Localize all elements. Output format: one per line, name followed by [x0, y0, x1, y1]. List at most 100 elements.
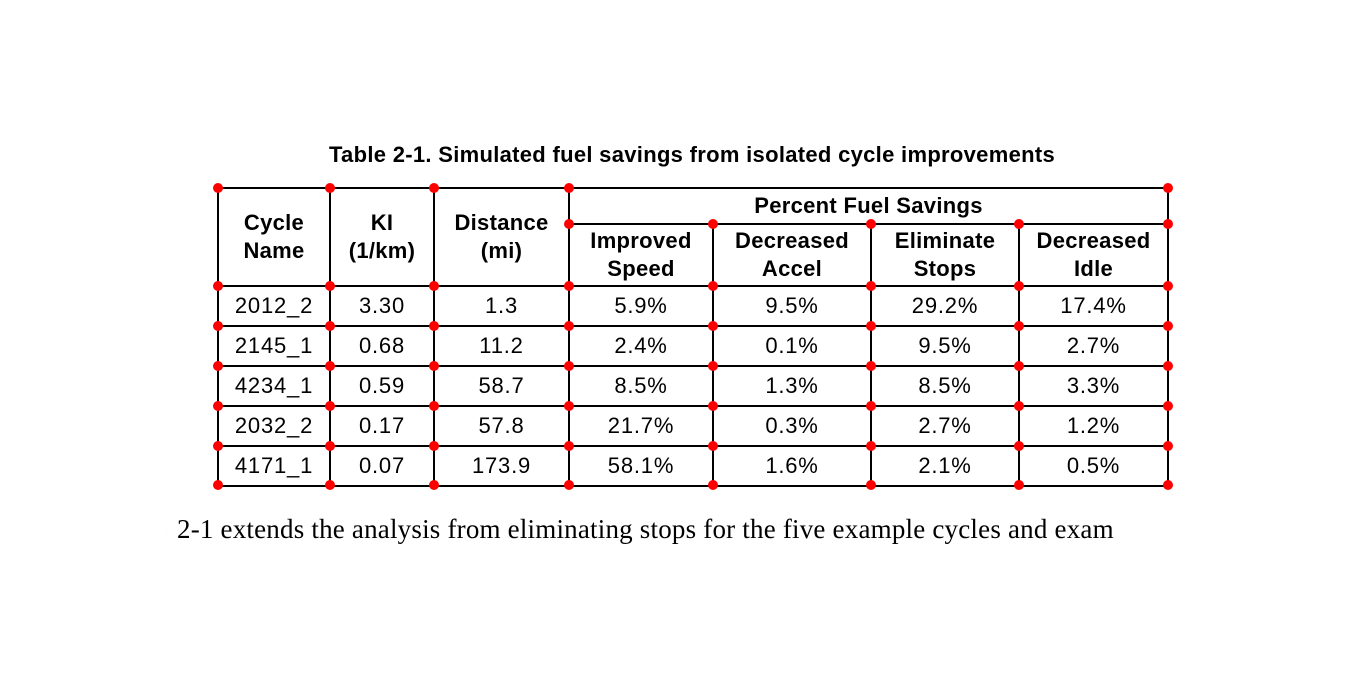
cell-corner-marker[interactable]: [1014, 321, 1024, 331]
cell-corner-marker[interactable]: [564, 401, 574, 411]
cell-corner-marker[interactable]: [564, 183, 574, 193]
cell-corner-marker[interactable]: [866, 219, 876, 229]
table-caption: Table 2-1. Simulated fuel savings from i…: [328, 142, 1056, 167]
cell-corner-marker[interactable]: [1163, 183, 1173, 193]
cell-corner-marker[interactable]: [429, 441, 439, 451]
cell-corner-marker[interactable]: [708, 441, 718, 451]
cell-corner-marker[interactable]: [1014, 281, 1024, 291]
cell-corner-marker[interactable]: [213, 281, 223, 291]
cell-ki: 0.07: [329, 445, 435, 487]
cell-corner-marker[interactable]: [213, 441, 223, 451]
cell-corner-marker[interactable]: [866, 361, 876, 371]
cell-corner-marker[interactable]: [708, 361, 718, 371]
cell-corner-marker[interactable]: [866, 441, 876, 451]
table-row: 2032_2 0.17 57.8 21.7% 0.3% 2.7% 1.2%: [217, 405, 1169, 447]
header-row-group: Cycle Name KI (1/km) Distance (mi) Perce…: [217, 187, 1169, 287]
cell-distance: 58.7: [433, 365, 570, 407]
cell-decreased-idle: 0.5%: [1018, 445, 1169, 487]
cell-corner-marker[interactable]: [429, 183, 439, 193]
cell-decreased-accel: 0.3%: [712, 405, 872, 447]
cell-improved-speed: 5.9%: [568, 285, 714, 327]
cell-distance: 57.8: [433, 405, 570, 447]
cell-corner-marker[interactable]: [1014, 480, 1024, 490]
cell-corner-marker[interactable]: [708, 321, 718, 331]
col-header-improved-speed: Improved Speed: [568, 223, 714, 287]
cell-corner-marker[interactable]: [213, 401, 223, 411]
cell-corner-marker[interactable]: [1014, 219, 1024, 229]
cell-eliminate-stops: 2.7%: [870, 405, 1020, 447]
cell-corner-marker[interactable]: [1014, 361, 1024, 371]
cell-decreased-idle: 17.4%: [1018, 285, 1169, 327]
cell-eliminate-stops: 29.2%: [870, 285, 1020, 327]
cell-corner-marker[interactable]: [564, 281, 574, 291]
cell-corner-marker[interactable]: [325, 361, 335, 371]
cell-decreased-accel: 0.1%: [712, 325, 872, 367]
cell-corner-marker[interactable]: [429, 281, 439, 291]
cell-corner-marker[interactable]: [708, 281, 718, 291]
cell-ki: 0.17: [329, 405, 435, 447]
header-row-sub: Improved Speed Decreased Accel Eliminate…: [218, 223, 1169, 287]
col-header-distance: Distance (mi): [433, 187, 570, 287]
cell-decreased-idle: 3.3%: [1018, 365, 1169, 407]
cell-distance: 173.9: [433, 445, 570, 487]
cell-corner-marker[interactable]: [325, 281, 335, 291]
cell-corner-marker[interactable]: [325, 480, 335, 490]
col-header-cycle-name: Cycle Name: [217, 187, 331, 287]
cell-corner-marker[interactable]: [564, 441, 574, 451]
cell-improved-speed: 21.7%: [568, 405, 714, 447]
cell-corner-marker[interactable]: [1163, 361, 1173, 371]
cell-cycle-name: 2032_2: [217, 405, 331, 447]
cell-corner-marker[interactable]: [708, 480, 718, 490]
cell-corner-marker[interactable]: [1163, 281, 1173, 291]
cell-decreased-idle: 2.7%: [1018, 325, 1169, 367]
cell-cycle-name: 4234_1: [217, 365, 331, 407]
cell-corner-marker[interactable]: [325, 183, 335, 193]
cell-eliminate-stops: 8.5%: [870, 365, 1020, 407]
cell-corner-marker[interactable]: [1014, 401, 1024, 411]
cell-corner-marker[interactable]: [866, 281, 876, 291]
cell-corner-marker[interactable]: [1163, 480, 1173, 490]
cell-corner-marker[interactable]: [429, 480, 439, 490]
cell-corner-marker[interactable]: [708, 219, 718, 229]
cell-corner-marker[interactable]: [564, 361, 574, 371]
cell-distance: 1.3: [433, 285, 570, 327]
cell-ki: 0.68: [329, 325, 435, 367]
cell-corner-marker[interactable]: [564, 480, 574, 490]
cell-corner-marker[interactable]: [1163, 441, 1173, 451]
cell-corner-marker[interactable]: [325, 321, 335, 331]
cell-cycle-name: 2145_1: [217, 325, 331, 367]
cell-corner-marker[interactable]: [213, 480, 223, 490]
cell-corner-marker[interactable]: [866, 401, 876, 411]
cell-corner-marker[interactable]: [708, 401, 718, 411]
cell-improved-speed: 8.5%: [568, 365, 714, 407]
cell-decreased-accel: 1.3%: [712, 365, 872, 407]
cell-corner-marker[interactable]: [325, 401, 335, 411]
cell-corner-marker[interactable]: [564, 321, 574, 331]
col-group-header-percent-fuel-savings: Percent Fuel Savings: [568, 187, 1169, 225]
cell-corner-marker[interactable]: [325, 441, 335, 451]
fuel-savings-table: Cycle Name KI (1/km) Distance (mi) Perce…: [213, 183, 1173, 490]
col-header-decreased-idle: Decreased Idle: [1018, 223, 1169, 287]
table-row: 2145_1 0.68 11.2 2.4% 0.1% 9.5% 2.7%: [217, 325, 1169, 367]
cell-corner-marker[interactable]: [213, 361, 223, 371]
cell-cycle-name: 2012_2: [217, 285, 331, 327]
cell-corner-marker[interactable]: [1014, 441, 1024, 451]
cell-corner-marker[interactable]: [429, 361, 439, 371]
cell-corner-marker[interactable]: [866, 480, 876, 490]
table-row: 2012_2 3.30 1.3 5.9% 9.5% 29.2% 17.4%: [217, 285, 1169, 327]
cell-corner-marker[interactable]: [213, 183, 223, 193]
cell-corner-marker[interactable]: [866, 321, 876, 331]
cell-ki: 3.30: [329, 285, 435, 327]
col-header-eliminate-stops: Eliminate Stops: [870, 223, 1020, 287]
cell-corner-marker[interactable]: [429, 401, 439, 411]
cell-corner-marker[interactable]: [1163, 401, 1173, 411]
cell-corner-marker[interactable]: [429, 321, 439, 331]
cell-eliminate-stops: 9.5%: [870, 325, 1020, 367]
cell-corner-marker[interactable]: [1163, 321, 1173, 331]
cell-corner-marker[interactable]: [1163, 219, 1173, 229]
cell-corner-marker[interactable]: [564, 219, 574, 229]
cell-corner-marker[interactable]: [213, 321, 223, 331]
table-row: 4234_1 0.59 58.7 8.5% 1.3% 8.5% 3.3%: [217, 365, 1169, 407]
cell-improved-speed: 2.4%: [568, 325, 714, 367]
